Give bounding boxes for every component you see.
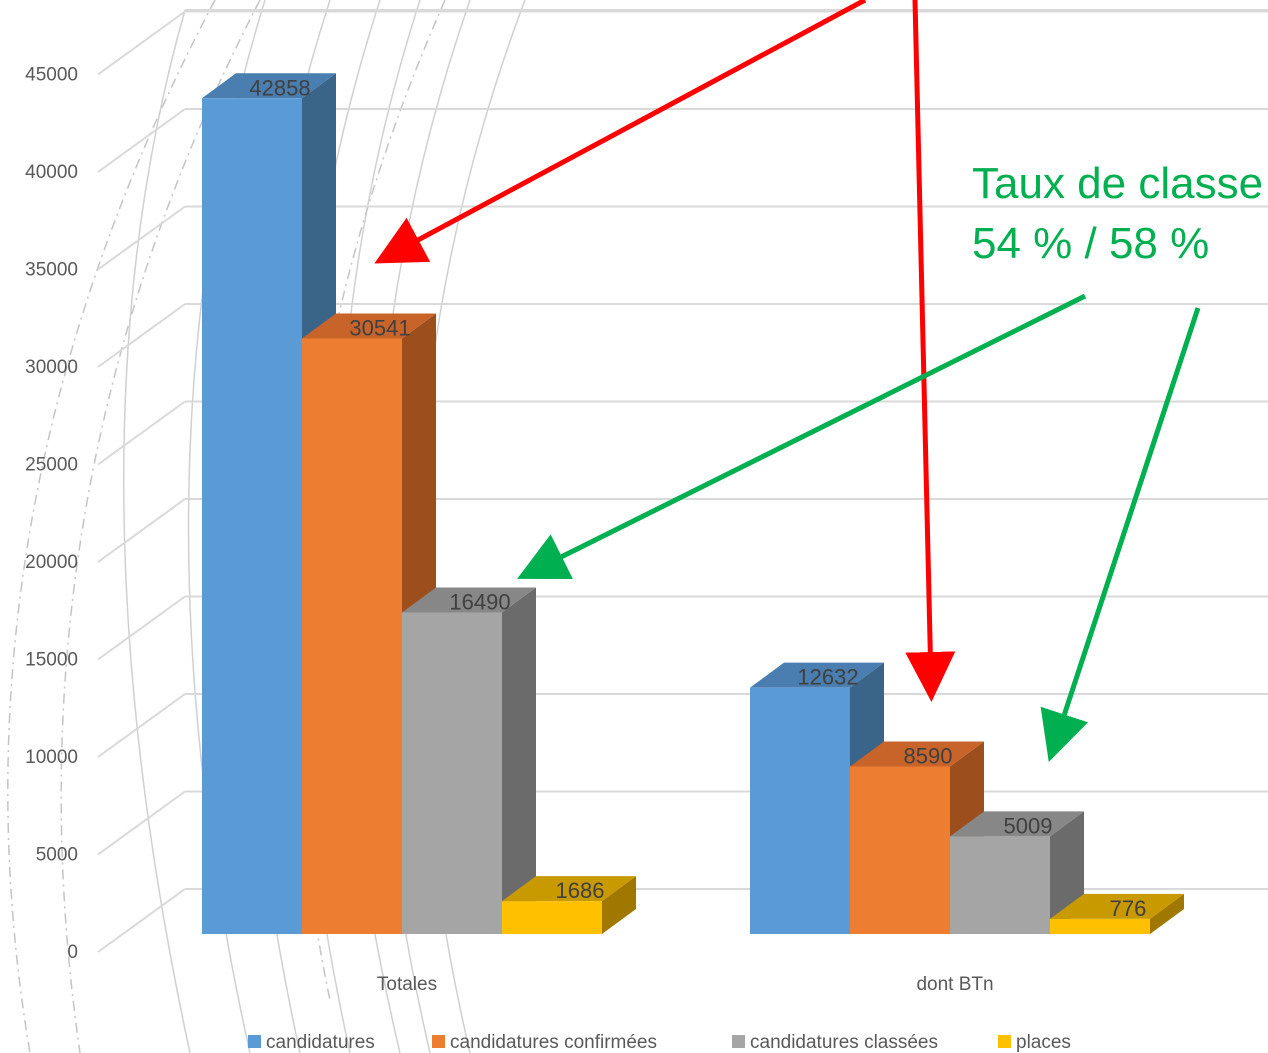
bar-top xyxy=(502,876,636,902)
gridline-25000 xyxy=(97,400,186,466)
data-label: 16490 xyxy=(449,589,510,614)
bar-top xyxy=(202,73,336,99)
bar-top xyxy=(402,587,536,613)
data-label: 5009 xyxy=(1004,813,1053,838)
red-arrow-1 xyxy=(374,0,867,264)
y-tick-label: 45000 xyxy=(25,65,78,86)
y-tick-label: 20000 xyxy=(25,552,78,573)
bar-front xyxy=(502,901,602,934)
data-label: 30541 xyxy=(349,315,410,340)
green-arrow-2 xyxy=(1040,307,1201,762)
y-axis: 0 5000 10000 15000 20000 25000 30000 35000 40000… xyxy=(25,65,78,964)
red-arrow-2 xyxy=(905,0,956,702)
legend-item: candidatures classées xyxy=(732,1032,938,1053)
legend-swatch xyxy=(248,1035,261,1048)
gridline-40000 xyxy=(97,108,186,173)
y-tick-label: 30000 xyxy=(25,357,78,378)
green-arrow-1 xyxy=(517,293,1087,579)
legend-label: candidatures confirmées xyxy=(450,1032,657,1053)
bar-front xyxy=(750,687,850,934)
data-label: 42858 xyxy=(249,75,310,100)
y-tick-label: 10000 xyxy=(25,747,78,768)
legend-swatch xyxy=(732,1035,745,1048)
bar-top xyxy=(850,741,984,767)
bar-side xyxy=(602,876,636,934)
bar-top xyxy=(1050,893,1184,919)
annotation-line-1: Taux de classe xyxy=(972,159,1263,208)
bar-places-0 xyxy=(502,876,636,934)
y-tick-label: 5000 xyxy=(36,845,78,866)
x-axis: Totales dont BTn xyxy=(377,974,994,995)
data-label: 12632 xyxy=(797,665,858,690)
gridline-30000 xyxy=(97,303,186,368)
gridline-15000 xyxy=(97,595,186,661)
legend-swatch xyxy=(998,1035,1011,1048)
bar-candidatures-confirmées-1 xyxy=(850,741,984,934)
bar-front xyxy=(202,98,302,935)
y-tick-label: 25000 xyxy=(25,455,78,476)
legend-label: candidatures xyxy=(266,1032,375,1053)
data-label: 8590 xyxy=(904,743,953,768)
y-tick-label: 0 xyxy=(67,942,78,963)
data-label: 776 xyxy=(1110,896,1147,921)
legend-item: places xyxy=(998,1032,1071,1053)
legend: candidatures candidatures confirmées candi… xyxy=(248,1032,1071,1053)
y-tick-label: 35000 xyxy=(25,260,78,281)
legend-label: candidatures classées xyxy=(750,1032,938,1053)
y-tick-label: 40000 xyxy=(25,162,78,183)
bar-top xyxy=(750,662,884,688)
legend-swatch xyxy=(432,1035,445,1048)
bar-side xyxy=(1150,893,1184,934)
gridline-45000 xyxy=(97,10,186,76)
bar-front xyxy=(402,612,502,934)
bar-candidatures-classées-0 xyxy=(402,587,536,934)
annotation-line-2: 54 % / 58 % xyxy=(972,219,1209,268)
annotation-arrows xyxy=(374,0,1201,762)
legend-label: places xyxy=(1016,1032,1071,1053)
legend-item: candidatures xyxy=(248,1032,375,1053)
data-labels: 42858 30541 16490 1686 12632 8590 5009 776 xyxy=(249,75,1146,921)
x-category-label: dont BTn xyxy=(916,974,993,995)
legend-item: candidatures confirmées xyxy=(432,1032,657,1053)
bar-front xyxy=(1050,918,1150,934)
gridline-20000 xyxy=(97,498,186,563)
bar-places-1 xyxy=(1050,893,1184,934)
gridline-10000 xyxy=(97,693,186,758)
bar-side xyxy=(502,587,536,934)
bar-top xyxy=(302,313,436,339)
y-tick-label: 15000 xyxy=(25,650,78,671)
bar-candidatures-classées-1 xyxy=(950,811,1084,934)
bar-top xyxy=(950,811,1084,837)
gridline-5000 xyxy=(97,790,186,856)
x-category-label: Totales xyxy=(377,974,437,995)
bar-front xyxy=(302,338,402,934)
bar-front xyxy=(850,766,950,934)
bar-front xyxy=(950,836,1050,934)
data-label: 1686 xyxy=(556,878,605,903)
gridline-35000 xyxy=(97,205,186,271)
gridline-0 xyxy=(97,888,186,953)
bars xyxy=(202,73,1184,935)
